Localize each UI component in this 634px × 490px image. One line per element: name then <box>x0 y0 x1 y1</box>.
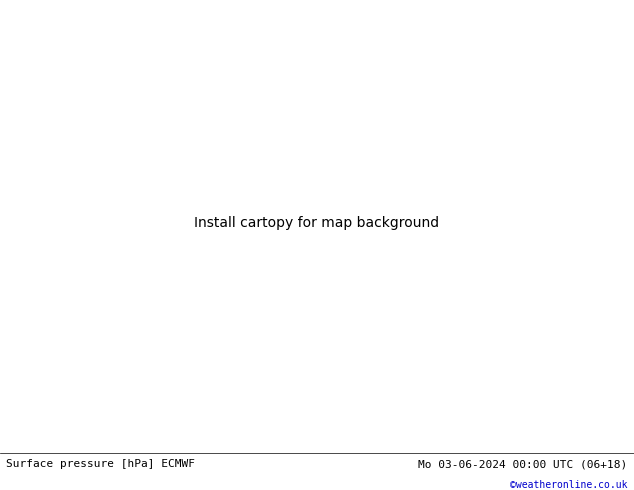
Text: ©weatheronline.co.uk: ©weatheronline.co.uk <box>510 480 628 490</box>
Text: Mo 03-06-2024 00:00 UTC (06+18): Mo 03-06-2024 00:00 UTC (06+18) <box>418 460 628 469</box>
Text: Install cartopy for map background: Install cartopy for map background <box>195 216 439 230</box>
Text: Surface pressure [hPa] ECMWF: Surface pressure [hPa] ECMWF <box>6 460 195 469</box>
